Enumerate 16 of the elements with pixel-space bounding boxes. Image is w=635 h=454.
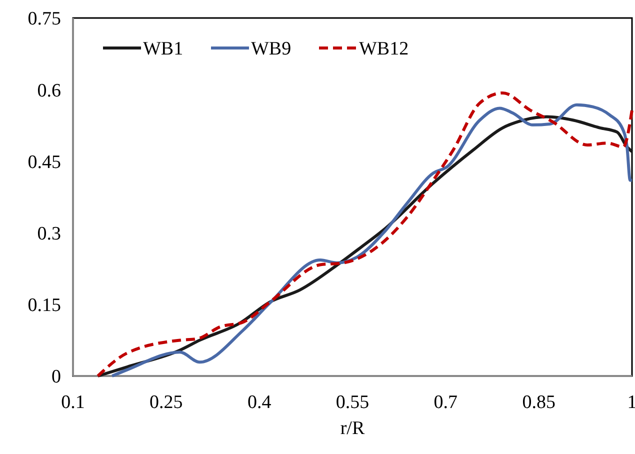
y-tick-label: 0 <box>52 366 61 388</box>
x-tick-label: 0.55 <box>336 392 370 413</box>
y-tick-label: 0.15 <box>28 295 61 316</box>
x-tick-label: 0.25 <box>150 392 183 413</box>
y-tick-label: 0.3 <box>37 223 61 244</box>
legend-label: WB9 <box>251 38 292 60</box>
x-tick-label: 0.4 <box>247 392 272 413</box>
y-tick-label: 0.45 <box>28 152 61 173</box>
legend-label: WB12 <box>359 38 409 60</box>
x-axis-title: r/R <box>340 418 365 439</box>
x-tick-label: 0.1 <box>61 392 85 413</box>
x-tick-label: 0.85 <box>522 392 556 413</box>
x-tick-label: 0.7 <box>434 392 458 413</box>
y-tick-label: 0.6 <box>37 80 61 102</box>
y-tick-label: 0.75 <box>28 8 61 30</box>
legend-label: WB1 <box>143 38 184 60</box>
